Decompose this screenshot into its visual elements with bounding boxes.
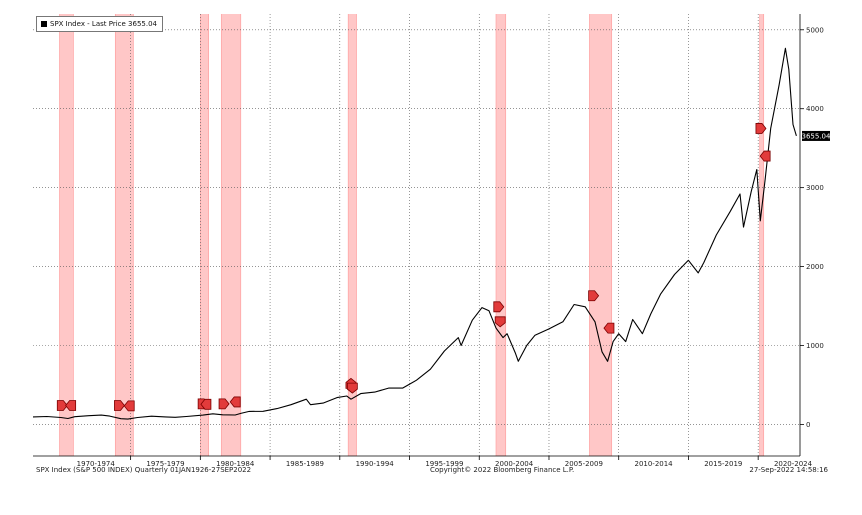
event-marker-5 — [200, 398, 212, 410]
y-tick-label-2: 2000 — [806, 263, 824, 271]
footer-center: Copyright© 2022 Bloomberg Finance L.P. — [430, 466, 575, 474]
price-line — [32, 47, 797, 420]
marker-layer — [56, 123, 771, 412]
event-marker-15 — [759, 150, 771, 162]
legend-swatch-icon — [41, 20, 47, 27]
event-marker-2 — [114, 400, 125, 411]
x-tick-label-5: 1995-1999 — [425, 460, 463, 468]
axes: 0 1000 2000 3000 4000 5000 1970-1974 1975-1979 1… — [33, 14, 831, 468]
x-tick-label-10: 2020-2024 — [774, 460, 813, 468]
y-tick-label-1: 1000 — [806, 342, 824, 350]
recession-band-4 — [348, 14, 357, 456]
legend: SPX Index - Last Price 3655.04 — [36, 16, 163, 32]
recession-band-7 — [759, 14, 764, 456]
x-tick-label-7: 2005-2009 — [565, 460, 603, 468]
last-price-label: 3655.04 — [802, 133, 831, 141]
x-tick-label-3: 1985-1989 — [286, 460, 324, 468]
recession-band-0 — [59, 14, 74, 456]
y-tick-label-5: 5000 — [806, 26, 824, 34]
last-price-tag — [802, 130, 830, 141]
event-marker-7 — [229, 396, 241, 408]
price-line-layer — [32, 47, 797, 420]
event-marker-14 — [755, 123, 767, 134]
x-tick-label-6: 2000-2004 — [495, 460, 534, 468]
recession-shading — [59, 14, 765, 456]
y-tick-label-0: 0 — [806, 421, 810, 429]
recession-band-2 — [200, 14, 209, 456]
event-marker-9 — [346, 382, 358, 394]
event-marker-13 — [603, 322, 615, 334]
x-tick-label-4: 1990-1994 — [356, 460, 395, 468]
legend-label: SPX Index - Last Price 3655.04 — [50, 20, 157, 28]
x-tick-label-1: 1975-1979 — [146, 460, 184, 468]
event-marker-3 — [123, 400, 135, 412]
x-tick-label-9: 2015-2019 — [704, 460, 742, 468]
recession-band-5 — [495, 14, 506, 456]
footer-left: SPX Index (S&P 500 INDEX) Quarterly 01JA… — [36, 466, 252, 474]
event-marker-0 — [56, 400, 68, 411]
footer-right: 27-Sep-2022 14:58:16 — [749, 466, 828, 474]
event-marker-6 — [218, 398, 230, 410]
event-marker-12 — [588, 290, 600, 302]
event-marker-11 — [494, 316, 506, 328]
x-tick-label-2: 1980-1984 — [216, 460, 255, 468]
recession-band-1 — [115, 14, 134, 456]
x-tick-label-0: 1970-1974 — [77, 460, 116, 468]
event-marker-1 — [65, 400, 77, 411]
recession-band-6 — [589, 14, 612, 456]
y-tick-label-4: 4000 — [806, 105, 824, 113]
event-marker-10 — [493, 301, 505, 313]
y-tick-label-3: 3000 — [806, 184, 824, 192]
grid-lines — [33, 14, 800, 456]
x-tick-label-8: 2010-2014 — [634, 460, 673, 468]
recession-band-3 — [221, 14, 241, 456]
